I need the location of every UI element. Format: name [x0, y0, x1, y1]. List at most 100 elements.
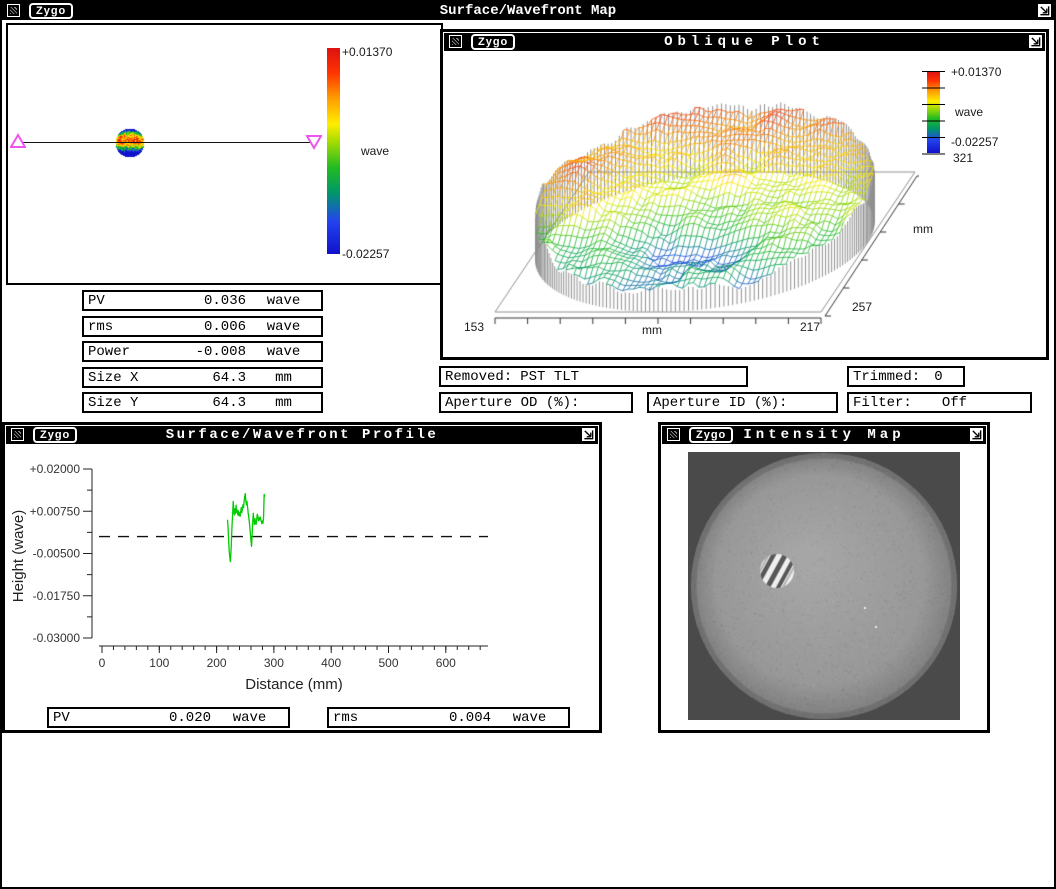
- oblique-depth-axis-min: 257: [852, 300, 873, 314]
- trimmed-label: Trimmed:: [853, 368, 921, 385]
- window-menu-icon[interactable]: [449, 35, 462, 48]
- aperture-od-control[interactable]: Aperture OD (%):: [439, 392, 633, 413]
- stat-unit: wave: [232, 709, 267, 726]
- resize-arrow-icon[interactable]: [1029, 35, 1042, 48]
- profile-window-titlebar[interactable]: Zygo Surface/Wavefront Profile: [6, 426, 598, 444]
- zygo-logo: Zygo: [29, 3, 74, 19]
- svg-text:-0.03000: -0.03000: [33, 631, 81, 645]
- aperture-id-label: Aperture ID (%):: [653, 394, 788, 411]
- resize-arrow-icon[interactable]: [970, 428, 983, 441]
- svg-text:+0.00750: +0.00750: [30, 504, 81, 518]
- stat-unit: mm: [275, 369, 292, 386]
- window-menu-icon[interactable]: [11, 428, 24, 441]
- stat-value: 64.3: [212, 394, 246, 411]
- zygo-logo: Zygo: [33, 427, 78, 443]
- stat-unit: wave: [266, 292, 301, 309]
- oblique-window-title: Oblique Plot: [664, 34, 825, 50]
- removed-terms-box: Removed: PST TLT: [439, 366, 748, 387]
- resize-arrow-icon[interactable]: [1038, 4, 1051, 17]
- map-colorbar-max: +0.01370: [342, 45, 393, 59]
- stat-label: rms: [333, 709, 359, 726]
- stat-unit: mm: [275, 394, 292, 411]
- svg-text:-0.00500: -0.00500: [33, 547, 81, 561]
- removed-label: Removed:: [445, 368, 513, 385]
- filter-value: Off: [941, 394, 968, 411]
- stat-unit: wave: [266, 343, 301, 360]
- oblique-x-axis-max: 217: [800, 320, 821, 334]
- oblique-colorbar-unit: wave: [955, 105, 984, 119]
- window-menu-icon[interactable]: [667, 428, 680, 441]
- slice-end-marker[interactable]: [306, 134, 322, 150]
- profile-window: Zygo Surface/Wavefront Profile +0.02000 +…: [2, 422, 602, 733]
- stat-box-size-x: Size X 64.3 mm: [82, 367, 323, 388]
- stat-unit: wave: [512, 709, 547, 726]
- svg-text:100: 100: [149, 656, 169, 670]
- removed-value: PST TLT: [520, 368, 580, 385]
- intensity-window: Zygo Intensity Map: [658, 422, 990, 733]
- wavefront-map-panel: +0.01370 wave -0.02257: [6, 23, 443, 285]
- trimmed-value: 0: [934, 368, 943, 385]
- oblique-3d-mesh: [447, 70, 919, 332]
- stat-label: rms: [88, 318, 114, 335]
- oblique-x-axis-unit: mm: [642, 323, 662, 337]
- oblique-colorbar-max: +0.01370: [951, 65, 1002, 79]
- profile-window-title: Surface/Wavefront Profile: [165, 427, 439, 443]
- map-colorbar-min: -0.02257: [342, 247, 390, 261]
- wavefront-map-image: [115, 128, 145, 158]
- stat-box-pv: PV 0.036 wave: [82, 290, 323, 311]
- dither-pattern: [670, 431, 677, 438]
- stat-unit: wave: [266, 318, 301, 335]
- stat-value: 64.3: [212, 369, 246, 386]
- dither-pattern: [10, 7, 17, 14]
- resize-arrow-icon[interactable]: [582, 428, 595, 441]
- stat-box-rms: rms 0.006 wave: [82, 316, 323, 337]
- svg-text:200: 200: [207, 656, 227, 670]
- filter-control[interactable]: Filter: Off: [847, 392, 1032, 413]
- profile-slice-line: [22, 142, 314, 143]
- stat-box-size-y: Size Y 64.3 mm: [82, 392, 323, 413]
- oblique-colorbar-min: -0.02257: [951, 135, 999, 149]
- profile-chart: +0.02000 +0.00750 -0.00500 -0.01750 -0.03000…: [10, 462, 488, 693]
- main-window-title: Surface/Wavefront Map: [439, 3, 617, 19]
- svg-text:0: 0: [99, 656, 106, 670]
- svg-text:Height (wave): Height (wave): [10, 510, 27, 603]
- stat-label: PV: [53, 709, 70, 726]
- oblique-plot-window: Zygo Oblique Plot +0.01370 wave -0.02257…: [440, 29, 1049, 360]
- stat-value: 0.020: [168, 709, 211, 726]
- svg-text:500: 500: [378, 656, 398, 670]
- slice-start-marker[interactable]: [10, 133, 26, 149]
- window-menu-icon[interactable]: [7, 4, 20, 17]
- map-colorbar-unit: wave: [361, 144, 390, 158]
- aperture-od-label: Aperture OD (%):: [445, 394, 580, 411]
- main-window-titlebar[interactable]: Zygo Surface/Wavefront Map: [2, 2, 1054, 20]
- stat-label: Power: [88, 343, 131, 360]
- filter-label: Filter:: [853, 394, 912, 411]
- svg-text:Distance (mm): Distance (mm): [245, 676, 343, 693]
- stat-label: PV: [88, 292, 105, 309]
- intensity-image: [688, 452, 960, 720]
- stat-label: Size X: [88, 369, 139, 386]
- intensity-window-titlebar[interactable]: Zygo Intensity Map: [662, 426, 986, 444]
- dither-pattern: [452, 38, 459, 45]
- stat-value: 0.004: [448, 709, 491, 726]
- profile-pv-box: PV 0.020 wave: [47, 707, 290, 728]
- svg-text:-0.01750: -0.01750: [33, 589, 81, 603]
- oblique-colorbar-ticks: [922, 71, 945, 155]
- oblique-window-titlebar[interactable]: Zygo Oblique Plot: [444, 33, 1045, 51]
- zygo-logo: Zygo: [689, 427, 734, 443]
- stat-box-power: Power -0.008 wave: [82, 341, 323, 362]
- profile-rms-box: rms 0.004 wave: [327, 707, 570, 728]
- stat-value: -0.008: [195, 343, 246, 360]
- svg-text:600: 600: [436, 656, 456, 670]
- trimmed-box: Trimmed: 0: [847, 366, 965, 387]
- oblique-depth-axis-max: 321: [953, 151, 974, 165]
- dither-pattern: [14, 431, 21, 438]
- aperture-id-control[interactable]: Aperture ID (%):: [647, 392, 838, 413]
- svg-text:300: 300: [264, 656, 284, 670]
- stat-value: 0.006: [203, 318, 246, 335]
- svg-text:400: 400: [321, 656, 341, 670]
- map-colorbar: [327, 48, 340, 254]
- svg-text:+0.02000: +0.02000: [30, 462, 81, 476]
- oblique-depth-axis-unit: mm: [913, 222, 933, 236]
